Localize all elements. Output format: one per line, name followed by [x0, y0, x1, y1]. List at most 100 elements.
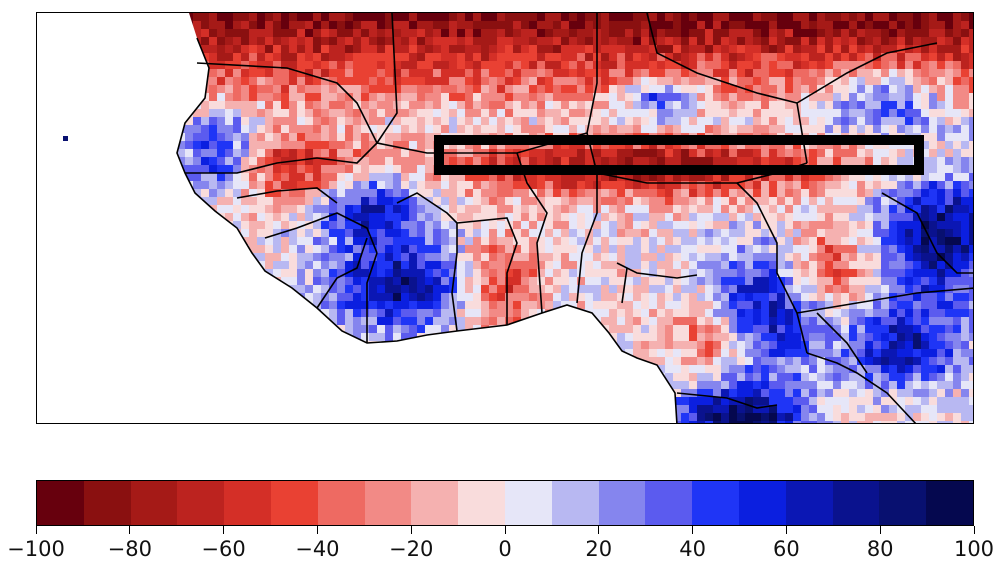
anomaly-cell [665, 117, 673, 125]
anomaly-cell [865, 93, 873, 101]
anomaly-cell [657, 261, 665, 269]
anomaly-cell [409, 77, 417, 85]
anomaly-cell [305, 165, 313, 173]
anomaly-cell [409, 157, 417, 165]
anomaly-cell [913, 309, 921, 317]
anomaly-cell [545, 405, 553, 413]
anomaly-cell [849, 181, 857, 189]
anomaly-cell [385, 133, 393, 141]
anomaly-cell [777, 405, 785, 413]
anomaly-cell [961, 157, 969, 165]
anomaly-cell [281, 397, 289, 405]
anomaly-cell [617, 301, 625, 309]
anomaly-cell [345, 85, 353, 93]
anomaly-cell [585, 21, 593, 29]
anomaly-cell [785, 357, 793, 365]
anomaly-cell [553, 389, 561, 397]
anomaly-cell [681, 173, 689, 181]
anomaly-cell [361, 53, 369, 61]
anomaly-cell [177, 277, 185, 285]
anomaly-cell [393, 13, 401, 21]
anomaly-cell [529, 205, 537, 213]
anomaly-cell [681, 53, 689, 61]
anomaly-cell [889, 101, 897, 109]
anomaly-cell [281, 197, 289, 205]
anomaly-cell [745, 229, 753, 237]
anomaly-cell [433, 93, 441, 101]
anomaly-cell [369, 301, 377, 309]
anomaly-cell [433, 405, 441, 413]
anomaly-cell [737, 205, 745, 213]
anomaly-cell [449, 101, 457, 109]
anomaly-cell [921, 229, 929, 237]
anomaly-cell [913, 349, 921, 357]
anomaly-cell [969, 85, 973, 93]
anomaly-cell [889, 301, 897, 309]
anomaly-cell [393, 221, 401, 229]
anomaly-cell [809, 269, 817, 277]
anomaly-cell [369, 93, 377, 101]
anomaly-cell [513, 189, 521, 197]
anomaly-cell [961, 149, 969, 157]
anomaly-cell [329, 405, 337, 413]
anomaly-cell [841, 117, 849, 125]
anomaly-cell [441, 293, 449, 301]
anomaly-cell [353, 13, 361, 21]
anomaly-cell [545, 85, 553, 93]
anomaly-cell [849, 37, 857, 45]
anomaly-cell [609, 317, 617, 325]
anomaly-cell [265, 229, 273, 237]
anomaly-cell [697, 357, 705, 365]
anomaly-cell [353, 317, 361, 325]
anomaly-cell [265, 133, 273, 141]
anomaly-cell [857, 69, 865, 77]
anomaly-cell [305, 37, 313, 45]
anomaly-cell [617, 341, 625, 349]
anomaly-cell [657, 213, 665, 221]
anomaly-cell [825, 317, 833, 325]
anomaly-cell [937, 357, 945, 365]
anomaly-cell [801, 301, 809, 309]
anomaly-cell [617, 69, 625, 77]
anomaly-cell [473, 101, 481, 109]
anomaly-cell [817, 69, 825, 77]
anomaly-cell [569, 277, 577, 285]
anomaly-cell [465, 349, 473, 357]
anomaly-cell [257, 165, 265, 173]
anomaly-cell [681, 277, 689, 285]
anomaly-cell [769, 117, 777, 125]
anomaly-cell [913, 109, 921, 117]
anomaly-cell [393, 141, 401, 149]
anomaly-cell [969, 141, 973, 149]
anomaly-cell [353, 53, 361, 61]
anomaly-cell [681, 357, 689, 365]
anomaly-cell [929, 45, 937, 53]
anomaly-cell [625, 181, 633, 189]
anomaly-cell [457, 85, 465, 93]
anomaly-cell [833, 269, 841, 277]
anomaly-cell [377, 293, 385, 301]
anomaly-cell [937, 141, 945, 149]
anomaly-cell [481, 285, 489, 293]
anomaly-cell [609, 373, 617, 381]
anomaly-cell [825, 101, 833, 109]
anomaly-cell [897, 309, 905, 317]
anomaly-cell [257, 309, 265, 317]
anomaly-cell [857, 373, 865, 381]
anomaly-cell [841, 29, 849, 37]
anomaly-cell [241, 325, 249, 333]
anomaly-cell [417, 189, 425, 197]
anomaly-cell [425, 357, 433, 365]
anomaly-cell [617, 333, 625, 341]
anomaly-cell [889, 309, 897, 317]
anomaly-cell [881, 37, 889, 45]
anomaly-cell [401, 269, 409, 277]
anomaly-cell [633, 77, 641, 85]
anomaly-cell [657, 205, 665, 213]
anomaly-cell [249, 285, 257, 293]
anomaly-cell [625, 309, 633, 317]
anomaly-cell [313, 285, 321, 293]
anomaly-cell [585, 197, 593, 205]
anomaly-cell [545, 125, 553, 133]
anomaly-cell [729, 189, 737, 197]
